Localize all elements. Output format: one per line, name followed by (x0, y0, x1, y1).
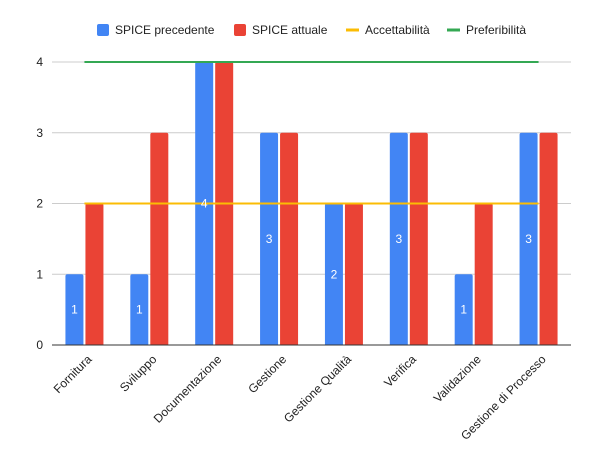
x-tick-label: Documentazione (151, 352, 225, 426)
x-tick-label: Gestione (245, 352, 289, 396)
bar-data-label: 1 (136, 303, 143, 317)
y-tick-label: 4 (36, 55, 43, 69)
x-tick-label: Validazione (431, 352, 484, 405)
bar-data-label: 2 (331, 267, 338, 281)
bar (389, 132, 408, 345)
bar (130, 274, 149, 345)
bar-data-label: 1 (460, 303, 467, 317)
bar (324, 203, 343, 345)
bar-labels: 1 1 4 3 2 3 1 3 (71, 197, 532, 317)
bar (280, 132, 299, 345)
legend-label: Accettabilità (365, 23, 430, 37)
bar (260, 132, 279, 345)
y-tick-label: 1 (36, 267, 43, 281)
bar (65, 274, 84, 345)
bar (344, 203, 363, 345)
x-tick-label: Verifica (381, 352, 419, 390)
legend-label: SPICE attuale (252, 23, 328, 37)
bar (539, 132, 558, 345)
legend-swatch (97, 24, 109, 36)
legend: SPICE precedente SPICE attuale Accettabili… (97, 23, 526, 37)
y-axis-ticks: 0 1 2 3 4 (36, 55, 43, 352)
legend-swatch (234, 24, 246, 36)
reference-lines (84, 61, 539, 205)
x-tick-label: Fornitura (51, 352, 95, 396)
bar (474, 203, 493, 345)
bar-data-label: 3 (395, 232, 402, 246)
bar-data-label: 3 (525, 232, 532, 246)
x-tick-label: Sviluppo (117, 352, 160, 395)
bar (454, 274, 473, 345)
legend-label: SPICE precedente (115, 23, 215, 37)
bar-data-label: 3 (266, 232, 273, 246)
gridlines (52, 61, 571, 275)
bar (409, 132, 428, 345)
bar-data-label: 1 (71, 303, 78, 317)
bar (150, 132, 169, 345)
x-tick-label: Gestione Qualità (281, 352, 354, 425)
bar-data-label: 4 (201, 197, 208, 211)
y-tick-label: 3 (36, 126, 43, 140)
y-tick-label: 2 (36, 197, 43, 211)
bar (519, 132, 538, 345)
y-tick-label: 0 (36, 338, 43, 352)
legend-label: Preferibilità (466, 23, 526, 37)
bar (85, 203, 104, 345)
